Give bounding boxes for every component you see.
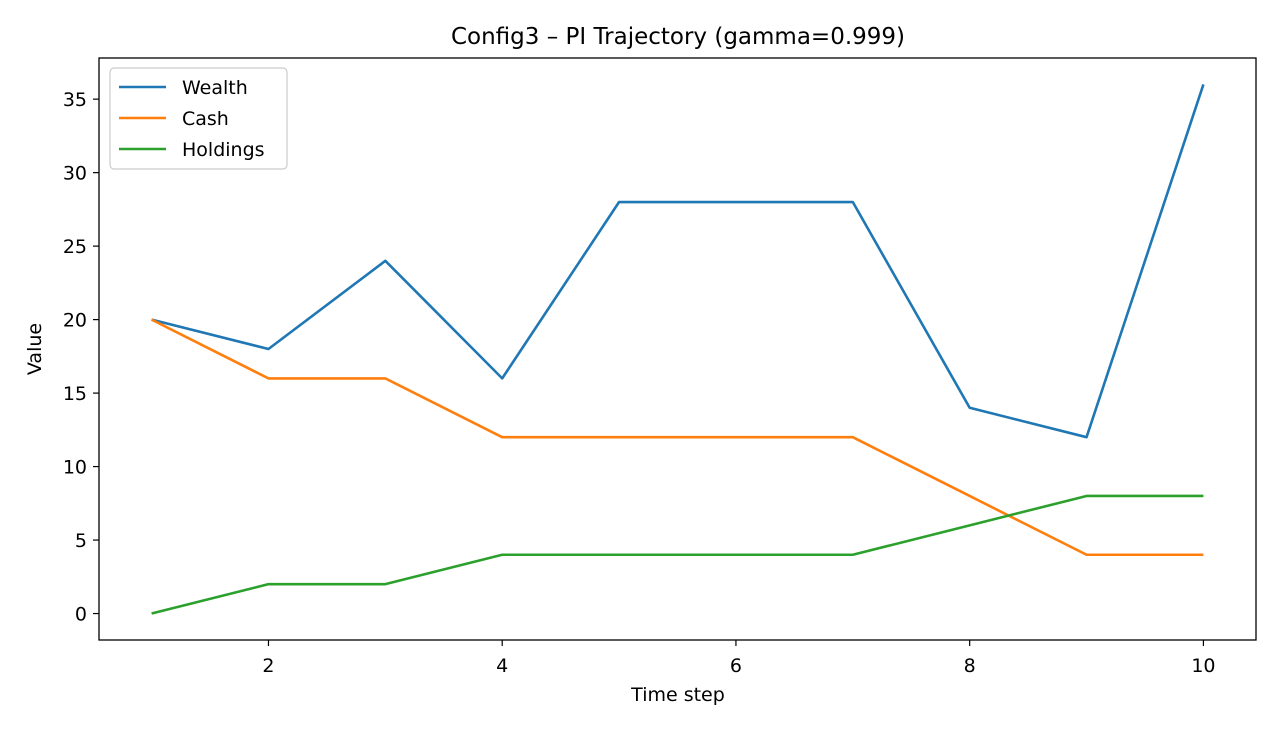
x-tick-label: 2	[262, 655, 274, 677]
y-tick-label: 10	[63, 457, 87, 479]
plot-area-frame	[98, 57, 1257, 641]
x-tick-label: 10	[1191, 655, 1215, 677]
y-tick-label: 30	[63, 163, 87, 185]
chart-title: Config3 – PI Trajectory (gamma=0.999)	[451, 24, 905, 50]
series-layer	[151, 84, 1205, 615]
y-tick-label: 5	[75, 530, 87, 552]
y-tick-label: 20	[63, 310, 87, 332]
legend-label-holdings: Holdings	[182, 139, 265, 161]
y-axis-ticks: 0 5 10 15 20 25 30 35	[63, 89, 99, 626]
legend: Wealth Cash Holdings	[109, 67, 288, 170]
y-tick-label: 15	[63, 383, 87, 405]
series-line-wealth	[151, 84, 1205, 439]
y-tick-label: 0	[75, 604, 87, 626]
legend-entries: Wealth Cash Holdings	[119, 77, 265, 161]
x-axis-label: Time step	[630, 684, 725, 706]
x-axis-ticks: 2 4 6 8 10	[262, 640, 1216, 677]
y-axis-label: Value	[24, 323, 46, 375]
series-line-cash	[151, 318, 1204, 557]
x-tick-label: 4	[496, 655, 508, 677]
legend-box	[109, 67, 288, 170]
y-tick-label: 25	[63, 236, 87, 258]
legend-label-cash: Cash	[182, 108, 229, 130]
x-tick-label: 8	[964, 655, 976, 677]
series-line-holdings	[151, 494, 1204, 615]
legend-label-wealth: Wealth	[182, 77, 248, 99]
y-tick-label: 35	[63, 89, 87, 111]
x-tick-label: 6	[730, 655, 742, 677]
